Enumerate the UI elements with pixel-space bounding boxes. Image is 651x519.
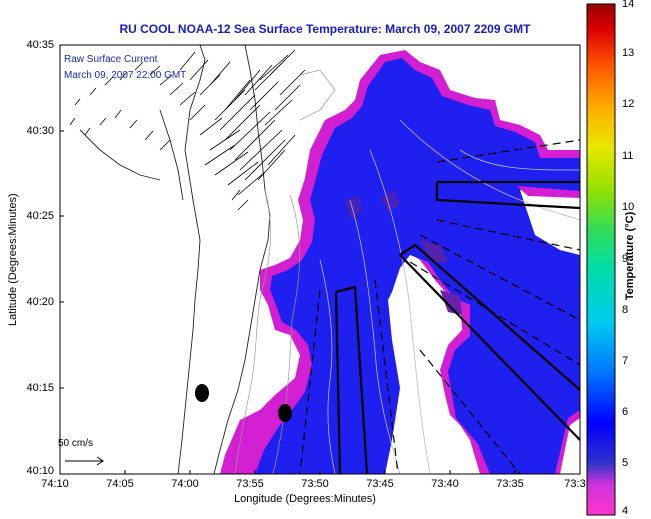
ytick-label: 40:25 (26, 210, 54, 222)
xtick-label: 73:35 (496, 478, 524, 490)
coastline-barrier (213, 45, 271, 474)
xtick-label: 74:10 (41, 478, 69, 490)
y-axis-label: Latitude (Degrees:Minutes) (7, 193, 19, 326)
xtick-label: 73:55 (236, 478, 264, 490)
scale-label: 50 cm/s (58, 438, 94, 449)
shipping-lane-south (334, 285, 369, 474)
colorbar (586, 3, 616, 516)
colorbar-tick: 11 (622, 150, 634, 162)
xtick-label: 73:40 (431, 478, 459, 490)
colorbar-tick: 8 (622, 304, 629, 316)
coastline-mainland (177, 45, 206, 474)
xtick-label: 73:3 (564, 478, 586, 490)
colorbar-tick: 12 (622, 98, 635, 110)
x-axis-label: Longitude (Degrees:Minutes) (234, 493, 376, 505)
xtick-label: 73:45 (366, 478, 394, 490)
legend-current-time: March 09, 2007 22:00 GMT (64, 70, 187, 81)
station-marker (195, 384, 209, 402)
station-marker (278, 404, 292, 422)
sst-warm-core (255, 58, 580, 474)
legend-current-label: Raw Surface Current (64, 54, 158, 65)
shipping-lane-southeast (399, 243, 580, 441)
xtick-label: 73:50 (301, 478, 329, 490)
colorbar-tick: 10 (622, 201, 635, 213)
colorbar-tick: 7 (622, 355, 629, 367)
colorbar-tick: 14 (622, 0, 635, 10)
shipping-lane-east (435, 180, 580, 210)
ytick-label: 40:35 (26, 39, 54, 51)
current-vectors (69, 49, 306, 211)
colorbar-tick: 5 (622, 457, 629, 469)
xtick-label: 74:05 (106, 478, 134, 490)
colorbar-tick: 9 (622, 253, 629, 265)
scale-arrow (65, 456, 104, 466)
map-title: RU COOL NOAA-12 Sea Surface Temperature:… (119, 22, 531, 36)
ytick-label: 40:15 (26, 382, 54, 394)
colorbar-tick: 6 (622, 406, 629, 418)
xtick-label: 74:00 (171, 478, 199, 490)
colorbar-label: Temperature (°C) (624, 211, 636, 301)
ytick-label: 40:10 (26, 465, 54, 477)
colorbar-tick: 4 (622, 505, 629, 517)
ytick-label: 40:20 (26, 296, 54, 308)
colorbar-tick: 13 (622, 47, 635, 59)
ytick-label: 40:30 (26, 125, 54, 137)
